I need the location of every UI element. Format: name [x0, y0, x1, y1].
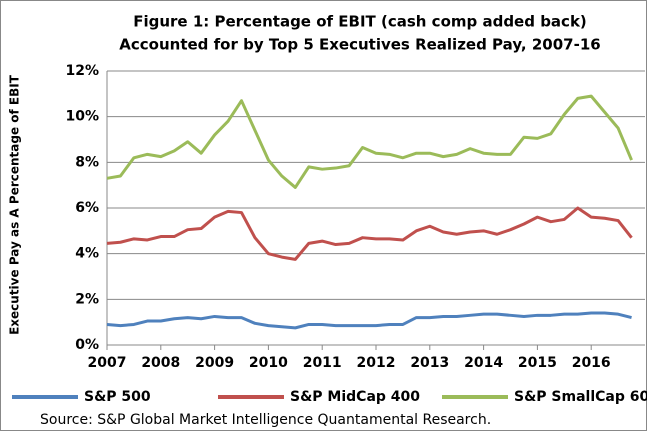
- y-tick-label: 10%: [65, 109, 99, 125]
- source-note: Source: S&P Global Market Intelligence Q…: [40, 412, 491, 428]
- chart-title: Figure 1: Percentage of EBIT (cash comp …: [133, 13, 587, 31]
- legend-label: S&P SmallCap 600: [514, 389, 647, 405]
- y-tick-label: 8%: [75, 154, 99, 170]
- series-line: [106, 94, 633, 189]
- x-tick-label: 2007: [88, 355, 127, 371]
- legend-label: S&P MidCap 400: [290, 389, 420, 405]
- series-line: [106, 206, 633, 261]
- x-tick-label: 2016: [572, 355, 611, 371]
- y-tick-label: 12%: [65, 63, 99, 79]
- y-tick-label: 4%: [75, 246, 99, 262]
- x-tick-label: 2015: [518, 355, 557, 371]
- series-line: [106, 311, 632, 330]
- x-tick-label: 2011: [303, 355, 342, 371]
- legend-label: S&P 500: [84, 389, 151, 405]
- x-tick-label: 2010: [249, 355, 288, 371]
- chart-subtitle: Accounted for by Top 5 Executives Realiz…: [119, 36, 600, 54]
- x-tick-label: 2012: [357, 355, 396, 371]
- x-tick-label: 2009: [195, 355, 234, 371]
- y-tick-label: 2%: [75, 291, 99, 307]
- y-axis-label: Executive Pay as A Percentage of EBIT: [8, 74, 22, 335]
- y-tick-label: 6%: [75, 200, 99, 216]
- x-tick-label: 2014: [464, 355, 503, 371]
- y-tick-label: 0%: [75, 337, 99, 353]
- x-tick-label: 2008: [141, 355, 180, 371]
- x-tick-label: 2013: [410, 355, 449, 371]
